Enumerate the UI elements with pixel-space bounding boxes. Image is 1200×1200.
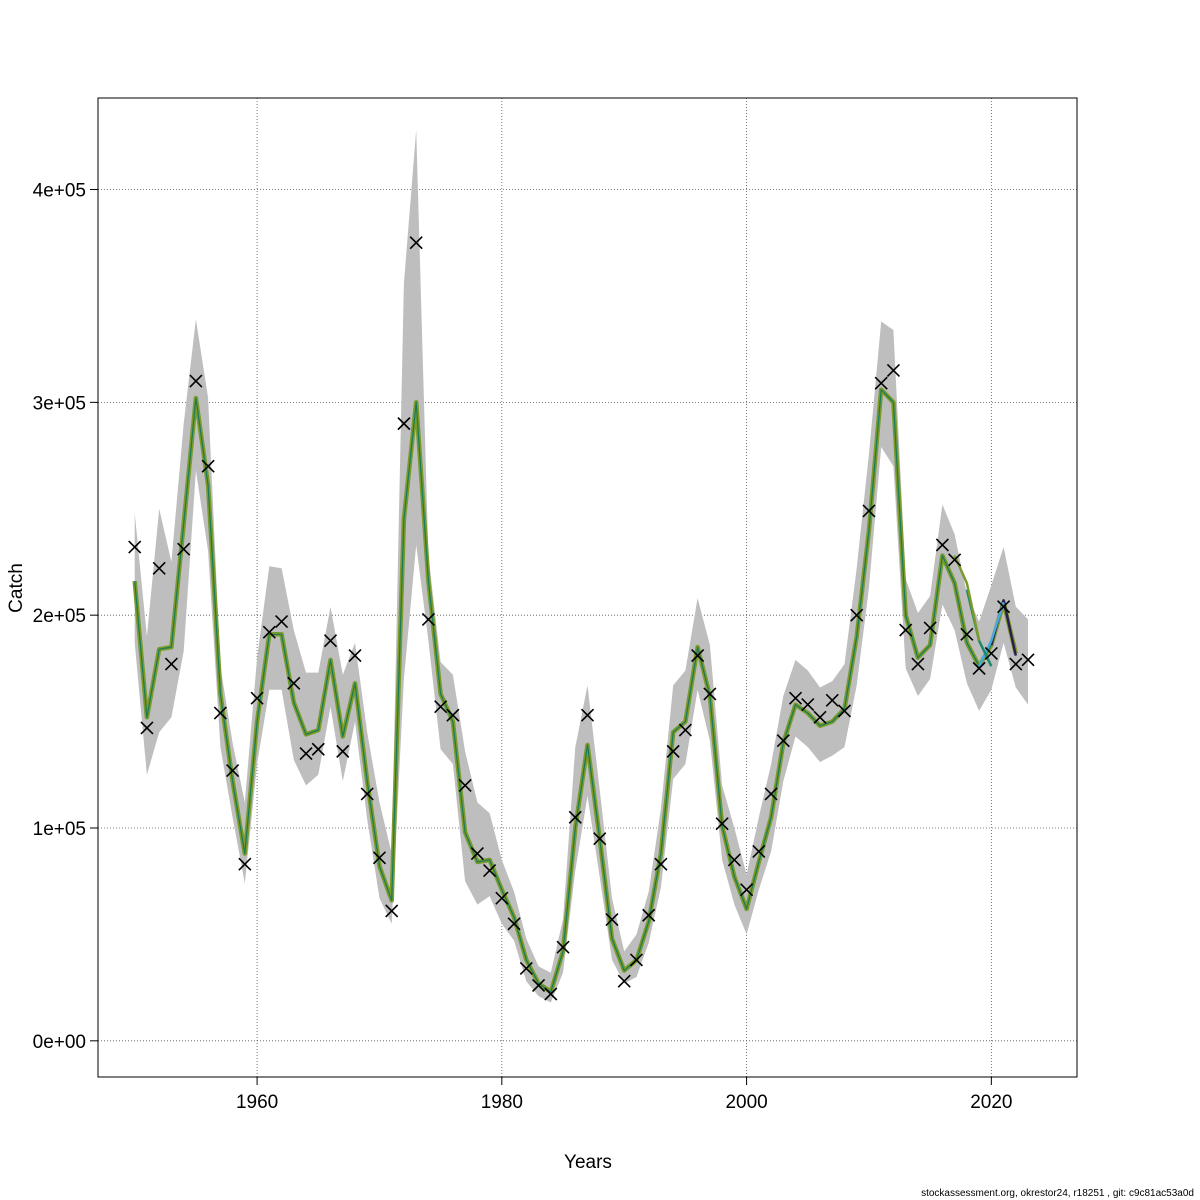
observed-point bbox=[446, 708, 460, 722]
observed-point bbox=[177, 542, 191, 556]
fitted-line-core bbox=[134, 389, 1017, 993]
observed-point bbox=[935, 538, 949, 552]
y-tick-label: 3e+05 bbox=[33, 393, 86, 414]
observed-point bbox=[128, 540, 142, 554]
observed-point bbox=[654, 857, 668, 871]
observed-point bbox=[226, 763, 240, 778]
confidence-band bbox=[134, 129, 1028, 1003]
observed-point bbox=[727, 853, 741, 867]
y-tick-label: 1e+05 bbox=[33, 819, 86, 840]
observed-point bbox=[1021, 653, 1035, 667]
observed-point bbox=[360, 787, 374, 801]
observed-point bbox=[850, 608, 864, 622]
observed-point bbox=[262, 625, 276, 639]
observed-point bbox=[458, 778, 472, 792]
retro-line bbox=[977, 602, 1005, 667]
observed-point bbox=[323, 634, 338, 648]
observed-point bbox=[434, 700, 448, 714]
observed-point bbox=[568, 810, 582, 824]
observed-point bbox=[886, 363, 901, 377]
y-tick-label: 0e+00 bbox=[33, 1032, 86, 1053]
axes: 1960 1980 2000 2020 0e+00 1e+05 2e+05 3e+05 4e+0… bbox=[33, 181, 1013, 1113]
observed-point bbox=[703, 687, 717, 701]
observed-points bbox=[128, 236, 1035, 1001]
observed-point bbox=[715, 817, 729, 831]
observed-point bbox=[495, 891, 509, 905]
observed-point bbox=[580, 708, 595, 722]
observed-point bbox=[678, 723, 692, 737]
observed-point bbox=[691, 649, 705, 663]
observed-point bbox=[960, 627, 974, 641]
observed-point bbox=[813, 710, 827, 724]
observed-point bbox=[274, 614, 289, 629]
observed-point bbox=[629, 953, 644, 967]
observed-point bbox=[948, 553, 962, 567]
observed-point bbox=[409, 236, 423, 250]
observed-point bbox=[189, 374, 203, 388]
observed-point bbox=[874, 376, 888, 390]
observed-point bbox=[385, 904, 399, 918]
observed-point bbox=[801, 697, 815, 712]
observed-point bbox=[556, 940, 570, 954]
observed-point bbox=[507, 917, 521, 931]
y-tick-label: 4e+05 bbox=[33, 181, 86, 202]
observed-point bbox=[372, 851, 387, 865]
observed-point bbox=[862, 504, 876, 518]
observed-point bbox=[605, 912, 619, 927]
y-tick-label: 2e+05 bbox=[33, 606, 86, 627]
grid-lines bbox=[98, 98, 1077, 1077]
fitted-lines bbox=[132, 387, 1018, 995]
observed-point bbox=[348, 649, 362, 663]
footer-credit: stockassessment.org, okrestor24, r18251 … bbox=[921, 1188, 1194, 1199]
observed-point bbox=[764, 787, 778, 801]
observed-point bbox=[776, 734, 790, 748]
observed-point bbox=[666, 744, 680, 758]
observed-point bbox=[164, 657, 178, 671]
observed-point bbox=[299, 746, 313, 761]
y-axis-label: Catch bbox=[6, 563, 27, 613]
observed-point bbox=[617, 974, 631, 988]
observed-point bbox=[152, 561, 166, 575]
observed-point bbox=[911, 657, 925, 671]
observed-point bbox=[201, 459, 215, 473]
observed-point bbox=[238, 857, 252, 871]
observed-point bbox=[984, 646, 998, 661]
observed-point bbox=[287, 676, 301, 690]
observed-point bbox=[740, 883, 754, 897]
observed-point bbox=[140, 721, 154, 735]
observed-point bbox=[483, 863, 497, 878]
observed-point bbox=[421, 612, 435, 626]
observed-point bbox=[997, 600, 1011, 614]
observed-point bbox=[311, 742, 325, 756]
x-tick-label: 1960 bbox=[236, 1092, 278, 1113]
observed-point bbox=[470, 846, 484, 861]
observed-point bbox=[544, 987, 558, 1001]
observed-point bbox=[250, 691, 264, 705]
observed-point bbox=[752, 844, 766, 858]
observed-point bbox=[213, 706, 227, 720]
x-tick-label: 2020 bbox=[970, 1092, 1012, 1113]
plot-frame bbox=[97, 97, 1078, 1078]
observed-point bbox=[837, 704, 852, 718]
observed-point bbox=[531, 978, 546, 993]
observed-point bbox=[519, 961, 533, 976]
x-tick-label: 2000 bbox=[725, 1092, 767, 1113]
observed-point bbox=[972, 661, 986, 675]
observed-point bbox=[825, 693, 839, 707]
observed-point bbox=[642, 908, 656, 922]
observed-point bbox=[788, 691, 803, 705]
observed-point bbox=[923, 621, 937, 635]
observed-point bbox=[336, 744, 350, 758]
observed-point bbox=[899, 623, 913, 637]
x-axis-label: Years bbox=[564, 1152, 612, 1173]
observed-point bbox=[397, 417, 411, 431]
observed-point bbox=[593, 832, 607, 846]
observed-point bbox=[1009, 657, 1023, 671]
x-tick-label: 1980 bbox=[481, 1092, 523, 1113]
